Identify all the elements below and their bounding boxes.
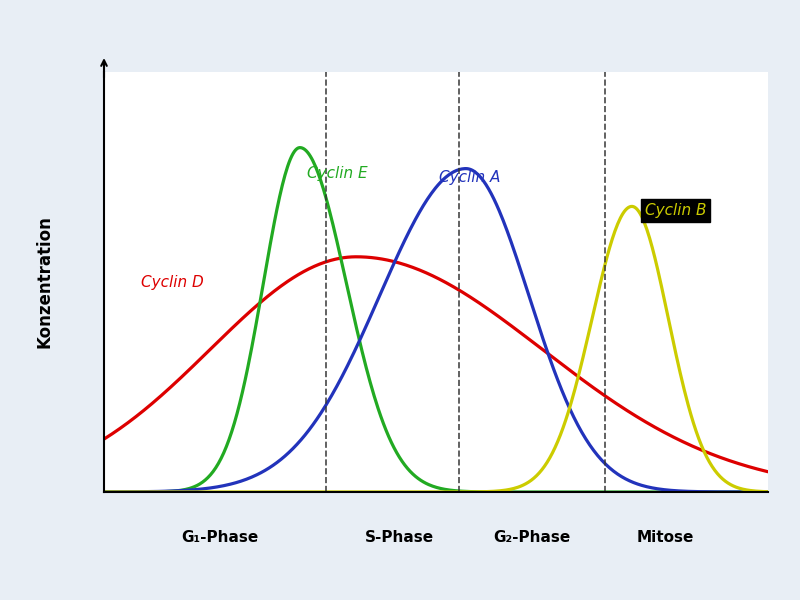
Text: Mitose: Mitose xyxy=(636,530,694,545)
Text: Cyclin E: Cyclin E xyxy=(306,166,367,181)
Text: S-Phase: S-Phase xyxy=(365,530,434,545)
Text: G₁-Phase: G₁-Phase xyxy=(182,530,259,545)
Text: Cyclin B: Cyclin B xyxy=(645,203,706,218)
Text: Cyclin D: Cyclin D xyxy=(141,275,203,290)
Text: Konzentration: Konzentration xyxy=(35,215,54,349)
Text: G₂-Phase: G₂-Phase xyxy=(494,530,571,545)
Text: Cyclin A: Cyclin A xyxy=(439,170,501,185)
